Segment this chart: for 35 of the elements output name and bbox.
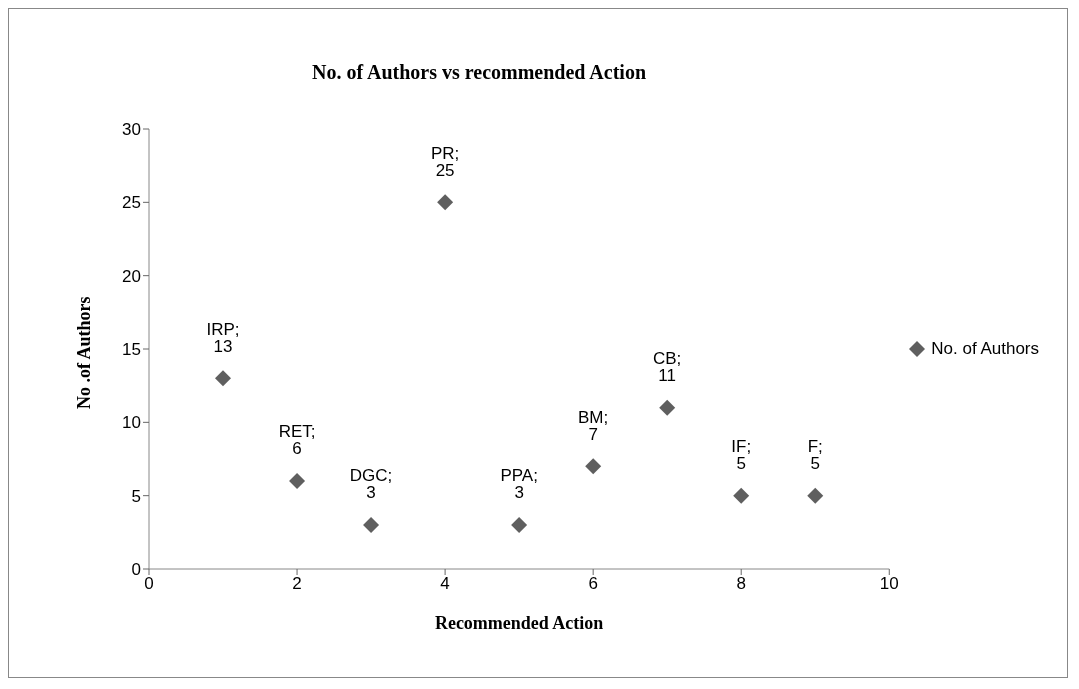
point [585, 458, 602, 475]
data-label: F; 5 [807, 437, 823, 474]
point [289, 473, 306, 489]
point [437, 194, 454, 211]
y-tick-label: 20 [122, 266, 141, 286]
x-tick-label: 2 [292, 574, 302, 594]
point [659, 399, 676, 416]
y-tick-label: 5 [131, 486, 141, 506]
x-tick-label: 0 [144, 574, 154, 594]
y-tick-label: 25 [122, 193, 141, 213]
data-label: DGC; 3 [349, 466, 393, 503]
point [363, 517, 380, 533]
data-label: PPA; 3 [500, 466, 538, 503]
data-label: RET; 6 [278, 422, 316, 459]
chart-title: No. of Authors vs recommended Action [310, 61, 648, 84]
x-tick-label: 4 [440, 574, 450, 594]
y-tick-label: 0 [131, 560, 141, 580]
data-label: PR; 25 [430, 143, 460, 180]
y-tick-label: 30 [122, 120, 141, 140]
data-label: CB; 11 [653, 349, 682, 386]
y-axis-title: No .of Authors [74, 296, 95, 409]
x-tick-label: 6 [588, 574, 598, 594]
legend-label: No. of Authors [931, 339, 1039, 359]
x-tick-label: 10 [879, 574, 899, 594]
point [807, 487, 824, 504]
data-label: BM; 7 [578, 407, 609, 444]
data-label: IF; 5 [731, 437, 752, 474]
y-tick-label: 15 [122, 340, 141, 360]
data-label: IRP; 13 [206, 319, 240, 356]
x-axis-title: Recommended Action [434, 613, 604, 633]
x-tick-label: 8 [736, 574, 746, 594]
y-tick-label: 10 [122, 413, 141, 433]
point [215, 370, 232, 387]
point [511, 517, 528, 533]
point [733, 487, 750, 504]
